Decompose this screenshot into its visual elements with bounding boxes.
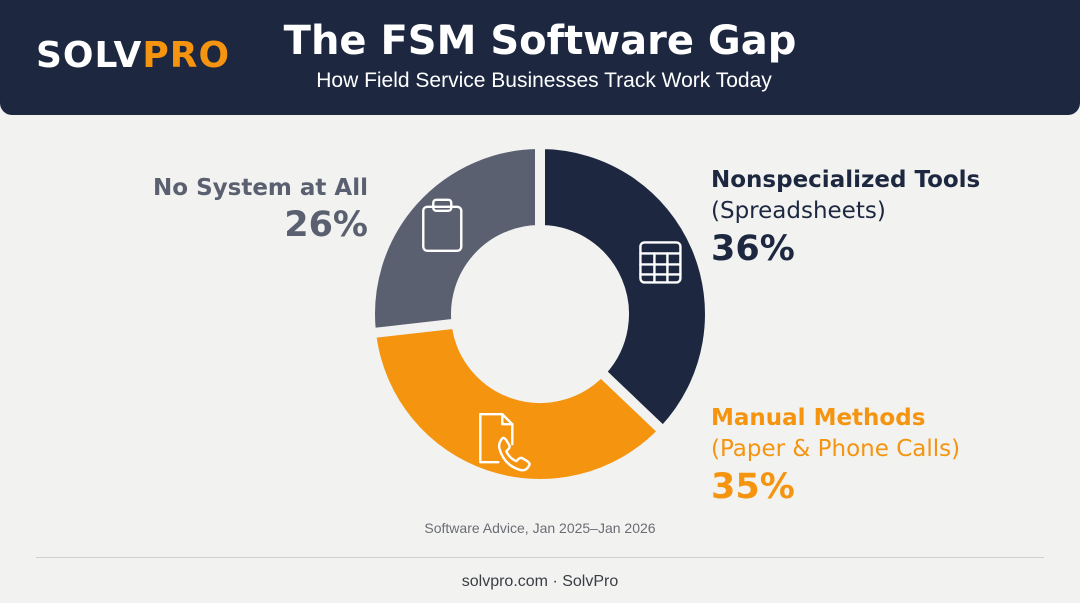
clipboard-icon: [422, 198, 463, 252]
slice-label-nonspecialized: Nonspecialized Tools: [711, 167, 981, 193]
slice-sublabel-nonspecialized: (Spreadsheets): [711, 198, 886, 224]
slice-label-manual: Manual Methods: [711, 405, 926, 431]
slice-value-manual: 35%: [711, 467, 795, 507]
label-manual-methods: Manual Methods (Paper & Phone Calls) 35%: [711, 403, 960, 509]
logo-text-solv: SOLV: [36, 35, 143, 76]
page-subtitle: How Field Service Businesses Track Work …: [316, 69, 772, 92]
document-phone-icon: [479, 412, 531, 472]
footer-text: solvpro.com · SolvPro: [461, 573, 619, 590]
slice-value-no-system: 26%: [284, 205, 368, 245]
slice-value-nonspecialized: 36%: [711, 229, 795, 269]
footer-divider: [36, 557, 1044, 558]
source-note: Software Advice, Jan 2025–Jan 2026: [424, 520, 656, 536]
spreadsheet-icon: [639, 241, 682, 284]
donut-slice-none: [369, 143, 541, 335]
slice-sublabel-manual: (Paper & Phone Calls): [711, 436, 961, 462]
donut-slice-manual: [370, 322, 664, 485]
label-nonspecialized-tools: Nonspecialized Tools (Spreadsheets) 36%: [711, 165, 980, 271]
label-no-system: No System at All 26%: [153, 173, 368, 247]
solvpro-logo: SOLVPRO: [36, 34, 230, 78]
donut-slice-nonspec: [539, 143, 711, 432]
logo-text-pro: PRO: [142, 35, 231, 76]
header-banner: SOLVPRO The FSM Software Gap How Field S…: [0, 0, 1080, 115]
page-title: The FSM Software Gap: [283, 18, 797, 64]
slice-label-no-system: No System at All: [153, 175, 368, 201]
